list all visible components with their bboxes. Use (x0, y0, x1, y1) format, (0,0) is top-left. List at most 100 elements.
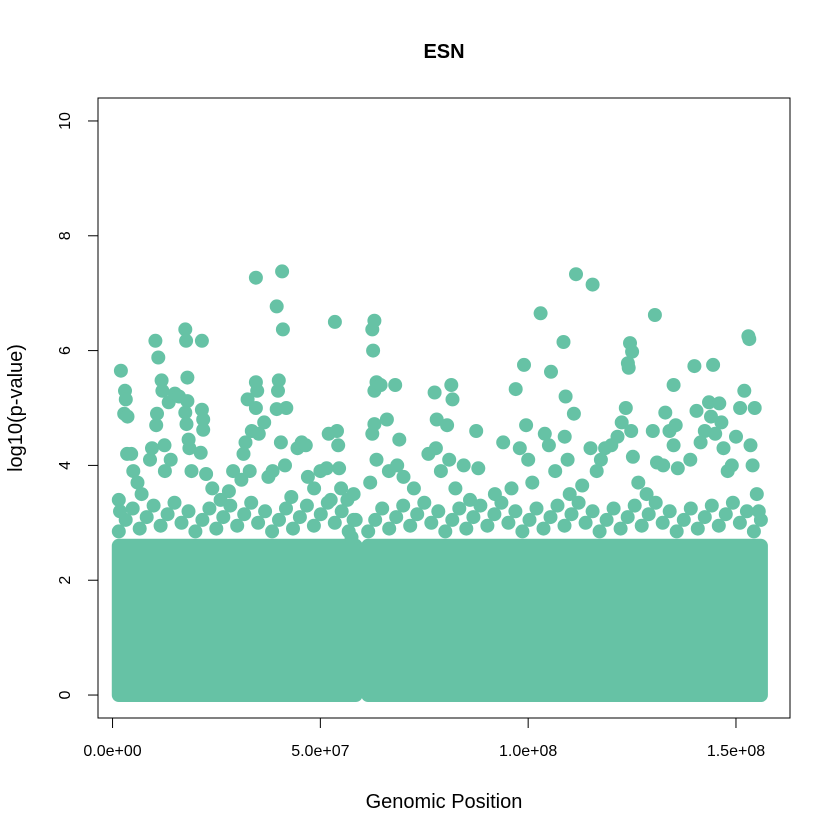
data-point (676, 512, 691, 527)
data-point (150, 406, 164, 421)
data-point (666, 438, 681, 453)
data-point (708, 426, 723, 441)
data-point (273, 435, 288, 450)
data-point (410, 507, 425, 522)
data-point (669, 524, 684, 539)
data-point (544, 364, 558, 379)
data-point (697, 510, 712, 525)
data-point (714, 415, 729, 430)
data-point (388, 378, 403, 392)
data-point (275, 264, 290, 279)
data-point (550, 498, 565, 513)
data-point (396, 469, 411, 484)
data-point (575, 478, 590, 493)
data-point (585, 277, 600, 292)
data-point (655, 515, 670, 530)
data-point (327, 515, 342, 530)
data-point (571, 495, 586, 510)
data-point (645, 424, 660, 438)
data-point (431, 504, 446, 519)
data-point (403, 518, 418, 533)
data-point (146, 498, 161, 513)
data-point (323, 492, 338, 507)
data-point (284, 490, 299, 504)
data-point (248, 401, 263, 415)
data-point (242, 464, 257, 479)
data-point (733, 401, 748, 415)
data-point (593, 452, 608, 467)
data-point (718, 507, 733, 522)
data-point (279, 401, 294, 415)
data-point (213, 492, 228, 507)
data-point (639, 487, 654, 502)
data-point (188, 524, 203, 539)
data-point (508, 504, 523, 519)
data-point (196, 412, 211, 427)
data-point (346, 487, 361, 502)
data-point (487, 507, 502, 522)
data-point (319, 461, 334, 476)
data-point (216, 510, 231, 525)
dense-point-band (111, 538, 363, 703)
data-point (139, 510, 154, 525)
data-point (154, 373, 169, 388)
data-point (693, 435, 708, 450)
data-point (690, 521, 705, 536)
data-point (367, 417, 382, 432)
x-tick-label: 5.0e+07 (291, 743, 349, 760)
data-point (332, 461, 347, 476)
data-point (606, 501, 621, 516)
data-point (361, 524, 376, 539)
data-point (272, 512, 286, 527)
dense-point-band (361, 538, 768, 703)
data-point (610, 429, 625, 444)
data-point (585, 504, 600, 519)
data-point (153, 518, 168, 533)
data-point (725, 495, 740, 510)
data-point (155, 383, 170, 398)
data-point (569, 267, 583, 282)
data-point (522, 512, 537, 527)
y-tick-label: 4 (57, 461, 74, 470)
data-point (181, 504, 196, 519)
data-point (557, 518, 572, 533)
data-point (459, 521, 474, 536)
data-point (113, 504, 127, 519)
data-point (279, 501, 293, 516)
data-point (517, 357, 531, 372)
data-point (521, 452, 536, 467)
data-point (466, 510, 481, 525)
data-point (743, 438, 758, 453)
data-point (366, 343, 381, 358)
data-point (271, 383, 285, 398)
data-point (618, 401, 633, 415)
data-point (508, 382, 523, 397)
data-point (120, 409, 135, 424)
data-point (334, 504, 349, 519)
y-tick-label: 6 (57, 346, 74, 355)
data-point (704, 498, 719, 513)
data-point (543, 510, 558, 525)
data-point (209, 521, 224, 536)
data-point (621, 360, 636, 375)
data-point (648, 495, 663, 510)
data-point (307, 481, 322, 496)
data-point (392, 432, 407, 447)
data-point (512, 441, 527, 456)
data-point (202, 501, 217, 516)
data-point (613, 521, 628, 536)
x-tick-label: 1.5e+08 (707, 743, 765, 760)
data-point (174, 515, 189, 530)
data-point (442, 452, 457, 467)
data-point (560, 452, 575, 467)
x-tick-label: 0.0e+00 (83, 743, 141, 760)
data-point (234, 472, 249, 487)
data-point (389, 510, 404, 525)
data-point (157, 438, 172, 453)
data-point (589, 464, 604, 479)
data-point (194, 333, 209, 348)
data-point (496, 435, 511, 450)
data-point (614, 415, 629, 430)
data-point (205, 481, 220, 496)
data-point (179, 333, 194, 348)
